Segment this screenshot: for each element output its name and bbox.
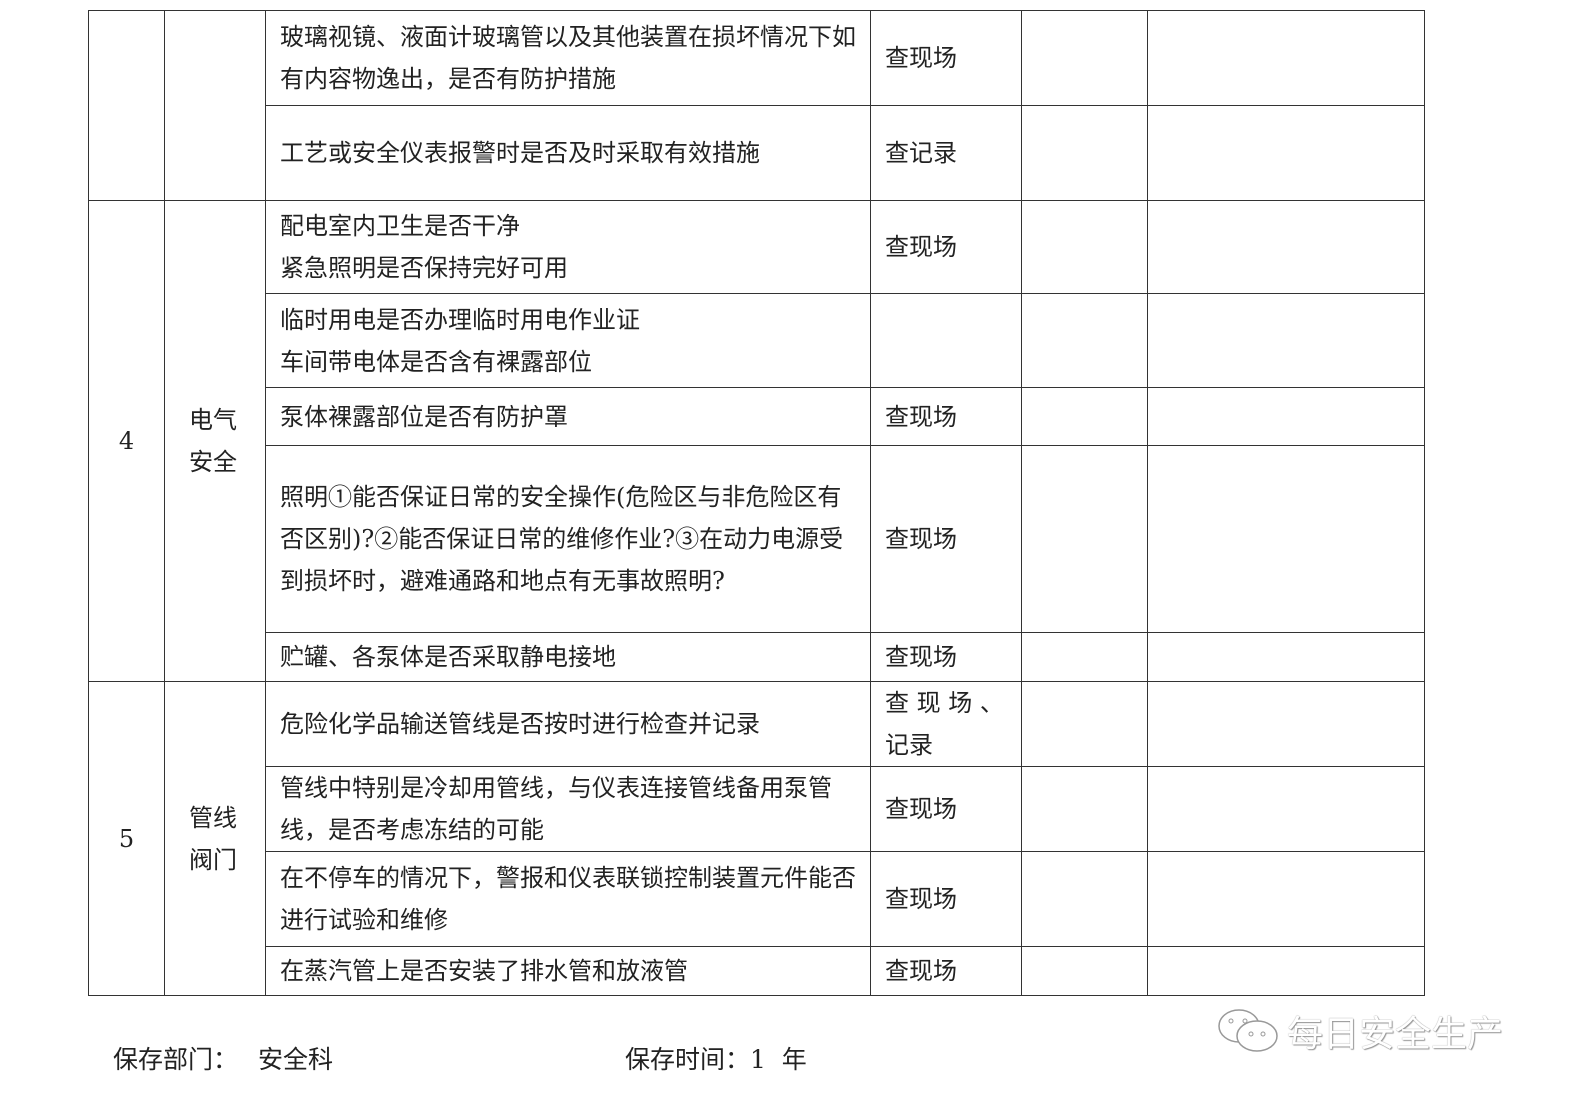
method-cell: 查现场	[870, 10, 1022, 106]
remark-cell	[1147, 293, 1425, 388]
result-cell	[1021, 387, 1148, 446]
category-cell	[164, 10, 266, 201]
category-cell: 电气 安全	[164, 200, 266, 682]
table-row: 5 管线 阀门 危险化学品输送管线是否按时进行检查并记录 查 现 场 、记录	[88, 681, 1425, 996]
remark-cell	[1147, 632, 1425, 682]
remark-cell	[1147, 946, 1425, 996]
method-cell: 查记录	[870, 105, 1022, 201]
remark-cell	[1147, 105, 1425, 201]
item-cell: 工艺或安全仪表报警时是否及时采取有效措施	[265, 105, 871, 201]
item-cell: 泵体裸露部位是否有防护罩	[265, 387, 871, 446]
result-cell	[1021, 200, 1148, 294]
table-row: 工艺或安全仪表报警时是否及时采取有效措施 查记录	[89, 105, 1425, 201]
item-cell: 配电室内卫生是否干净 紧急照明是否保持完好可用	[265, 200, 871, 294]
footer-time: 保存时间：1 年	[625, 1045, 807, 1074]
method-cell: 查 现 场 、记录	[870, 681, 1022, 767]
item-cell: 玻璃视镜、液面计玻璃管以及其他装置在损坏情况下如有内容物逸出，是否有防护措施	[265, 10, 871, 106]
table-row: 在蒸汽管上是否安装了排水管和放液管 查现场	[89, 946, 1425, 996]
method-cell	[870, 293, 1022, 388]
result-cell	[1021, 445, 1148, 633]
method-cell: 查现场	[870, 200, 1022, 294]
table-row: 泵体裸露部位是否有防护罩 查现场	[89, 387, 1425, 446]
table-row: 在不停车的情况下，警报和仪表联锁控制装置元件能否进行试验和维修 查现场	[89, 851, 1425, 947]
item-cell: 贮罐、各泵体是否采取静电接地	[265, 632, 871, 682]
result-cell	[1021, 681, 1148, 767]
result-cell	[1021, 10, 1148, 106]
table-row: 贮罐、各泵体是否采取静电接地 查现场	[89, 632, 1425, 682]
table-row: 临时用电是否办理临时用电作业证 车间带电体是否含有裸露部位	[89, 293, 1425, 388]
remark-cell	[1147, 681, 1425, 767]
dept-label: 保存部门：	[113, 1045, 239, 1074]
remark-cell	[1147, 387, 1425, 446]
no-cell: 5	[88, 681, 165, 996]
no-cell	[88, 10, 165, 201]
remark-cell	[1147, 851, 1425, 947]
remark-cell	[1147, 766, 1425, 852]
result-cell	[1021, 632, 1148, 682]
table-row: 照明①能否保证日常的安全操作(危险区与非危险区有否区别)?②能否保证日常的维修作…	[89, 445, 1425, 633]
method-cell: 查现场	[870, 445, 1022, 633]
remark-cell	[1147, 10, 1425, 106]
watermark-text: 每日安全生产	[1287, 1014, 1504, 1055]
wechat-icon	[1218, 1009, 1278, 1052]
method-cell: 查现场	[870, 632, 1022, 682]
method-cell: 查现场	[870, 851, 1022, 947]
item-cell: 在蒸汽管上是否安装了排水管和放液管	[265, 946, 871, 996]
item-cell: 照明①能否保证日常的安全操作(危险区与非危险区有否区别)?②能否保证日常的维修作…	[265, 445, 871, 633]
table-row: 玻璃视镜、液面计玻璃管以及其他装置在损坏情况下如有内容物逸出，是否有防护措施 查…	[88, 10, 1425, 201]
result-cell	[1021, 293, 1148, 388]
category-cell: 管线 阀门	[164, 681, 266, 996]
item-cell: 危险化学品输送管线是否按时进行检查并记录	[265, 681, 871, 767]
item-cell: 管线中特别是冷却用管线，与仪表连接管线备用泵管线，是否考虑冻结的可能	[265, 766, 871, 852]
result-cell	[1021, 105, 1148, 201]
footer-dept: 保存部门： 安全科	[113, 1040, 333, 1076]
table-row: 管线中特别是冷却用管线，与仪表连接管线备用泵管线，是否考虑冻结的可能 查现场	[89, 766, 1425, 852]
dept-value: 安全科	[258, 1045, 334, 1074]
method-cell: 查现场	[870, 946, 1022, 996]
method-cell: 查现场	[870, 766, 1022, 852]
no-cell: 4	[88, 200, 165, 682]
inspection-table: 玻璃视镜、液面计玻璃管以及其他装置在损坏情况下如有内容物逸出，是否有防护措施 查…	[88, 10, 1425, 996]
watermark: 每日安全生产	[1215, 1005, 1503, 1057]
method-cell: 查现场	[870, 387, 1022, 446]
remark-cell	[1147, 445, 1425, 633]
result-cell	[1021, 946, 1148, 996]
table-row: 4 电气 安全 配电室内卫生是否干净 紧急照明是否保持完好可用 查现场	[88, 200, 1425, 682]
item-cell: 在不停车的情况下，警报和仪表联锁控制装置元件能否进行试验和维修	[265, 851, 871, 947]
remark-cell	[1147, 200, 1425, 294]
result-cell	[1021, 766, 1148, 852]
item-cell: 临时用电是否办理临时用电作业证 车间带电体是否含有裸露部位	[265, 293, 871, 388]
result-cell	[1021, 851, 1148, 947]
